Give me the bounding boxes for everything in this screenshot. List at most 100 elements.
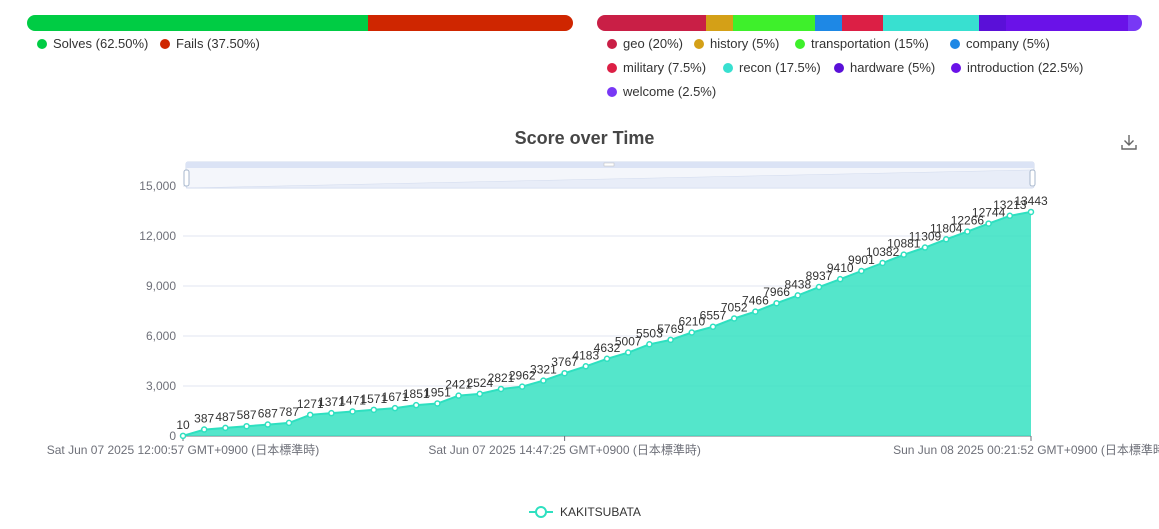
download-icon[interactable] (1120, 133, 1138, 151)
data-label: 1371 (318, 395, 345, 409)
data-point (921, 244, 929, 251)
data-label: 10382 (866, 245, 900, 259)
legend-item[interactable]: history (5%) (694, 36, 779, 51)
chart-title: Score over Time (514, 128, 655, 148)
legend-item[interactable]: welcome (2.5%) (607, 84, 716, 99)
data-point (179, 432, 187, 440)
data-label: 687 (258, 407, 278, 421)
data-label: 6557 (700, 309, 727, 323)
category-bar-segment (1005, 15, 1129, 31)
data-label: 7466 (742, 294, 769, 308)
legend-label: geo (20%) (623, 36, 683, 51)
data-point (794, 292, 802, 299)
legend-item[interactable]: geo (20%) (607, 36, 683, 51)
data-point (434, 400, 441, 407)
category-bar-segment (1128, 15, 1142, 31)
legend-dot-icon (834, 62, 844, 73)
legend-label: welcome (2.5%) (623, 84, 717, 99)
x-tick-label: Sun Jun 08 2025 00:21:52 GMT+0900 (日本標準時… (893, 442, 1159, 457)
legend-item[interactable]: company (5%) (950, 36, 1050, 51)
y-tick-label: 15,000 (139, 179, 176, 193)
data-label: 587 (237, 408, 257, 422)
data-point (1006, 212, 1014, 220)
data-label: 10881 (887, 237, 921, 251)
data-label: 5769 (657, 322, 684, 336)
data-label: 387 (194, 412, 214, 426)
legend-item[interactable]: military (7.5%) (607, 60, 706, 75)
data-label: 8937 (806, 269, 833, 283)
data-point (752, 308, 759, 315)
data-point (985, 220, 992, 227)
legend-label: introduction (22.5%) (967, 60, 1084, 75)
data-label: 9410 (827, 261, 854, 275)
legend-item[interactable]: recon (17.5%) (723, 60, 821, 75)
data-point (518, 383, 526, 390)
data-label: 13213 (993, 198, 1027, 212)
data-label: 6210 (678, 315, 705, 329)
data-point (476, 390, 484, 398)
data-point (561, 369, 568, 377)
data-label: 4632 (594, 341, 621, 355)
data-label: 2421 (445, 378, 472, 392)
y-tick-label: 3,000 (146, 379, 176, 393)
data-point (688, 329, 696, 336)
data-point (328, 409, 335, 417)
data-point (391, 404, 399, 412)
data-point (942, 236, 950, 243)
data-label: 11309 (909, 230, 942, 244)
legend-item[interactable]: Fails (37.50%) (160, 36, 260, 51)
category-bar-segment (706, 15, 734, 31)
x-tick-label: Sat Jun 07 2025 14:47:25 GMT+0900 (日本標準時… (428, 442, 700, 457)
data-label: 10 (176, 418, 190, 432)
y-tick-label: 12,000 (139, 229, 176, 243)
data-point (497, 385, 505, 393)
solve-bar-segment (27, 15, 369, 31)
data-point (1027, 208, 1035, 216)
data-label: 7052 (721, 300, 748, 314)
zoom-slider-handle-right (1029, 169, 1036, 187)
zoom-slider-handle-center (603, 162, 615, 167)
legend-dot-icon (37, 38, 47, 49)
legend-dot-icon (160, 38, 170, 49)
y-tick-label: 9,000 (146, 279, 176, 293)
data-point (709, 323, 717, 330)
data-label: 1471 (339, 393, 366, 407)
data-label: 2524 (466, 376, 493, 390)
legend-item[interactable]: Solves (62.50%) (37, 36, 148, 51)
legend-dot-icon (723, 62, 733, 73)
category-bar (597, 15, 1142, 31)
data-point (624, 349, 632, 356)
legend-item[interactable]: introduction (22.5%) (951, 60, 1083, 75)
legend-dot-icon (607, 62, 617, 73)
solve-bar-segment (368, 15, 573, 31)
data-point (412, 401, 420, 409)
data-point (243, 422, 250, 430)
data-label: 9901 (848, 253, 875, 267)
x-tick-label: Sat Jun 07 2025 12:00:57 GMT+0900 (日本標準時… (47, 442, 319, 457)
data-label: 12744 (972, 206, 1006, 220)
data-label: 787 (279, 405, 299, 419)
data-label: 1851 (403, 387, 430, 401)
legend-item[interactable]: transportation (15%) (795, 36, 929, 51)
data-point (582, 363, 590, 370)
data-point (455, 392, 462, 399)
data-label: 1271 (297, 397, 324, 411)
data-label: 4183 (572, 348, 599, 362)
series-legend-icon (529, 506, 553, 518)
data-label: 8438 (784, 277, 811, 291)
solves-fails-bar (27, 15, 573, 31)
legend-label: transportation (15%) (811, 36, 929, 51)
data-point (730, 315, 738, 322)
data-label: 11804 (930, 221, 963, 235)
legend-label: Fails (37.50%) (176, 36, 260, 51)
series-legend-item[interactable]: KAKITSUBATA (528, 505, 641, 519)
legend-item[interactable]: hardware (5%) (834, 60, 935, 75)
y-tick-label: 6,000 (146, 329, 176, 343)
y-tick-label: 0 (169, 429, 176, 443)
data-label: 5503 (636, 326, 663, 340)
category-bar-segment (597, 15, 706, 31)
data-label: 1951 (424, 385, 451, 399)
data-label: 2962 (509, 369, 536, 383)
category-bar-segment (842, 15, 884, 31)
data-label: 5007 (615, 335, 642, 349)
